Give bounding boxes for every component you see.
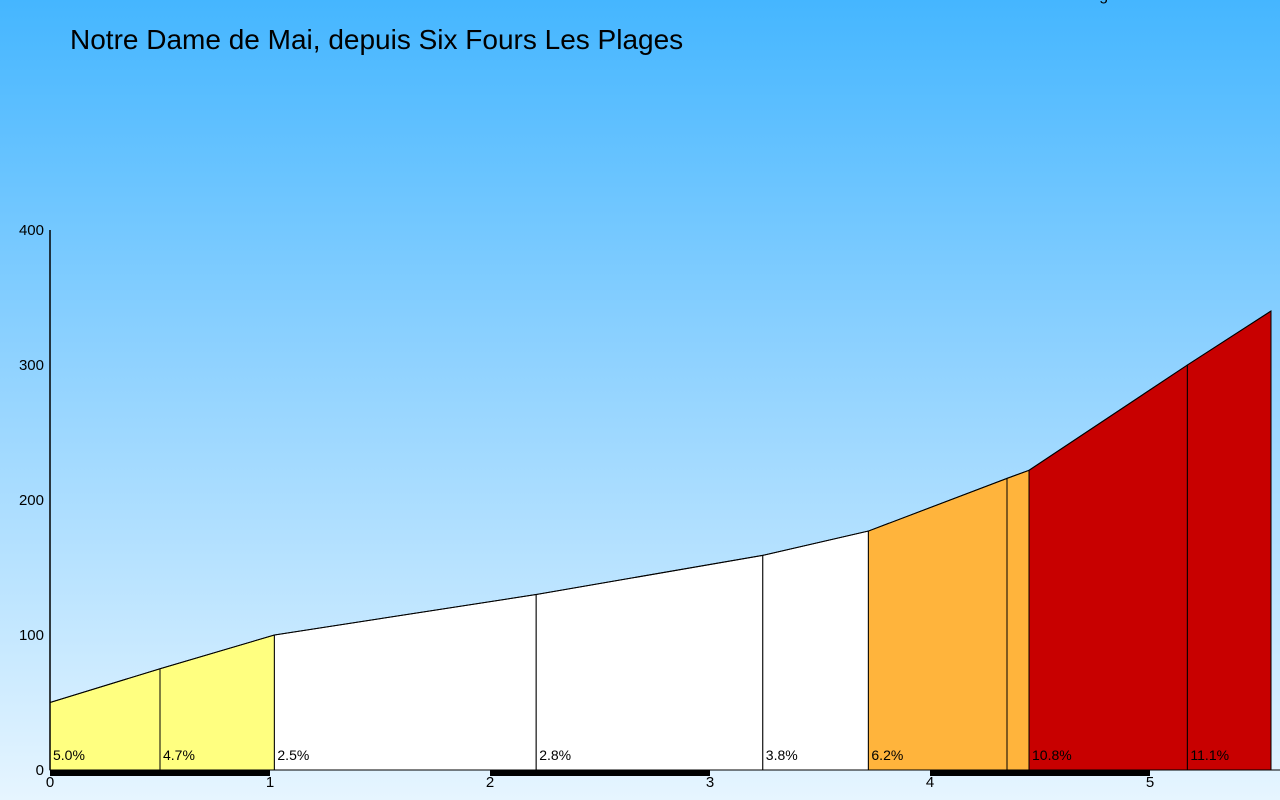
km-scale-bar <box>50 770 270 776</box>
gradient-label: 2.5% <box>277 747 309 763</box>
gradient-label: 6.2% <box>871 747 903 763</box>
km-scale-bar <box>490 770 710 776</box>
profile-segments: 5.0% 4.7% 2.5% 2.8% 3.8% 6.2% 10.8% 11.1% <box>49 310 1272 771</box>
y-tick-label: 300 <box>19 357 44 374</box>
gradient-label: 3.8% <box>766 747 798 763</box>
gradient-segment <box>535 554 764 771</box>
gradient-label: 4.7% <box>163 747 195 763</box>
x-tick-label: 2 <box>486 774 494 791</box>
y-tick-label: 200 <box>19 492 44 509</box>
gradient-label: 10.8% <box>1032 747 1072 763</box>
gradient-segment <box>1006 469 1030 771</box>
point-label: 100 <box>280 0 307 4</box>
point-label: 300 <box>1193 0 1220 4</box>
gradient-label: 11.1% <box>1190 747 1229 763</box>
x-tick-label: 0 <box>46 774 54 791</box>
x-tick-label: 1 <box>266 774 274 791</box>
gradient-segment <box>867 477 1008 771</box>
point-label: 75 <box>166 0 184 4</box>
point-label: 340 chapelle Notre Dame de Mai <box>1277 0 1280 4</box>
gradient-segment <box>1028 364 1188 771</box>
point-label: 130 <box>542 0 569 4</box>
y-tick-label: 400 <box>19 222 44 239</box>
gradient-segment <box>273 593 537 771</box>
point-label: 216 route réglementée <box>1013 0 1174 4</box>
gradient-label: 2.8% <box>539 747 571 763</box>
y-tick-label: 100 <box>19 627 44 644</box>
gradient-label: 5.0% <box>53 747 85 763</box>
gradient-segment <box>762 530 869 771</box>
point-label: 159 <box>769 0 796 4</box>
point-label: 50 Les Roches Blanches <box>64 0 241 4</box>
x-tick-label: 3 <box>706 774 714 791</box>
point-label: 177 <box>874 0 901 4</box>
x-tick-label: 5 <box>1146 774 1154 791</box>
chart-title: Notre Dame de Mai, depuis Six Fours Les … <box>70 24 683 55</box>
km-scale-bar <box>930 770 1150 776</box>
y-tick-label: 0 <box>36 762 44 779</box>
point-label: 222 <box>1035 0 1062 4</box>
point-labels: 50 Les Roches Blanches75 100 130 159 177 216 … <box>64 0 1280 4</box>
x-tick-label: 4 <box>926 774 934 791</box>
profile-line <box>49 310 1272 703</box>
gradient-segment <box>1186 310 1272 771</box>
axes: 0 100 200 300 400 0 1 2 3 4 5 <box>19 222 1280 791</box>
